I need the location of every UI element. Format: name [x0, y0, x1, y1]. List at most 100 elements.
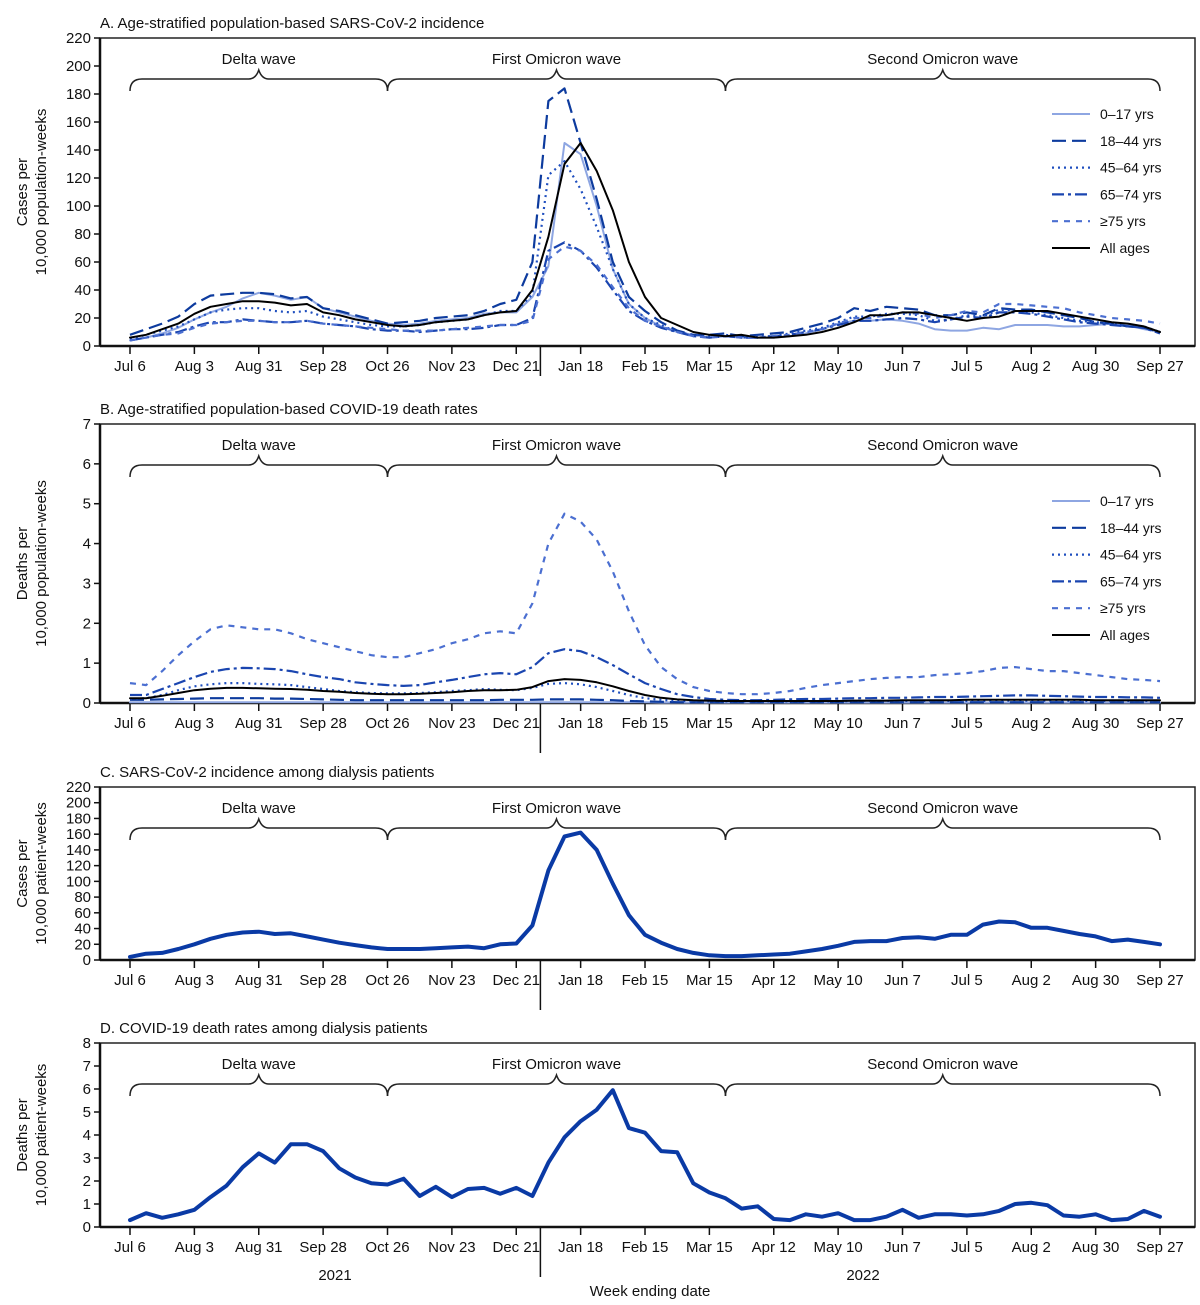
x-tick-label: Sep 27 [1136, 358, 1184, 375]
x-tick-label: Jul 6 [114, 972, 146, 989]
x-tick-label: Jul 5 [951, 972, 983, 989]
x-tick-label: Aug 3 [175, 972, 214, 989]
panel-title: C. SARS-CoV-2 incidence among dialysis p… [100, 764, 434, 781]
series-line-45-64-yrs [129, 681, 1160, 703]
legend-label: All ages [1100, 627, 1150, 643]
wave-label: First Omicron wave [492, 800, 621, 817]
x-tick-label: Sep 28 [299, 972, 347, 989]
x-tick-label: Aug 30 [1072, 1239, 1120, 1256]
y-tick-label: 100 [66, 198, 91, 215]
wave-bracket [386, 67, 727, 92]
x-tick-label: Aug 30 [1072, 358, 1120, 375]
x-tick-label: May 10 [814, 972, 863, 989]
y-tick-label: 20 [74, 936, 91, 953]
y-tick-label: 100 [66, 873, 91, 890]
x-tick-label: Nov 23 [428, 358, 476, 375]
x-tick-label: Oct 26 [365, 1239, 409, 1256]
series-line [128, 830, 1162, 959]
x-tick-label: Nov 23 [428, 715, 476, 732]
x-tick-label: Jan 18 [558, 1239, 603, 1256]
x-tick-label: Jul 5 [951, 1239, 983, 1256]
y-axis-label: 10,000 patient-weeks [33, 802, 50, 945]
x-tick-label: Sep 28 [299, 358, 347, 375]
x-tick-label: Aug 30 [1072, 715, 1120, 732]
legend-label: 45–64 yrs [1100, 547, 1161, 563]
y-tick-label: 60 [74, 905, 91, 922]
x-tick-label: Aug 2 [1012, 972, 1051, 989]
legend-label: 18–44 yrs [1100, 520, 1161, 536]
x-tick-label: Mar 15 [686, 1239, 733, 1256]
series-line--75-yrs [129, 512, 1161, 696]
series-line-18-44-yrs [129, 87, 1161, 338]
panel-title: D. COVID-19 death rates among dialysis p… [100, 1020, 428, 1037]
legend-label: 0–17 yrs [1100, 106, 1154, 122]
x-tick-label: Dec 21 [492, 358, 540, 375]
wave-bracket [129, 453, 389, 478]
x-tick-label: Jul 6 [114, 358, 146, 375]
y-tick-label: 160 [66, 114, 91, 131]
y-tick-label: 60 [74, 254, 91, 271]
y-tick-label: 80 [74, 226, 91, 243]
y-tick-label: 5 [83, 1104, 91, 1121]
x-tick-label: Nov 23 [428, 972, 476, 989]
x-tick-label: Sep 28 [299, 715, 347, 732]
series-line-all-ages [129, 142, 1161, 339]
panel-a: A. Age-stratified population-based SARS-… [14, 15, 1196, 376]
y-tick-label: 1 [83, 655, 91, 672]
x-tick-label: Aug 2 [1012, 358, 1051, 375]
y-tick-label: 40 [74, 921, 91, 938]
wave-bracket [386, 1072, 727, 1097]
x-tick-label: Apr 12 [752, 1239, 796, 1256]
y-axis-label: 10,000 patient-weeks [33, 1064, 50, 1207]
legend-label: 45–64 yrs [1100, 160, 1161, 176]
y-tick-label: 20 [74, 310, 91, 327]
panel-d: D. COVID-19 death rates among dialysis p… [14, 1020, 1196, 1277]
x-tick-label: Aug 3 [175, 358, 214, 375]
series-line-18-44-yrs [130, 697, 1160, 704]
legend-label: All ages [1100, 240, 1150, 256]
wave-label: Delta wave [222, 51, 296, 68]
y-tick-label: 2 [83, 615, 91, 632]
x-tick-label: Sep 27 [1136, 1239, 1184, 1256]
x-tick-label: Mar 15 [686, 715, 733, 732]
y-tick-label: 7 [83, 416, 91, 433]
y-tick-label: 200 [66, 58, 91, 75]
x-tick-label: May 10 [814, 715, 863, 732]
x-tick-label: Jun 7 [884, 358, 921, 375]
wave-bracket [386, 453, 727, 478]
y-tick-label: 140 [66, 842, 91, 859]
wave-label: Second Omicron wave [867, 800, 1018, 817]
wave-bracket [129, 67, 389, 92]
y-tick-label: 180 [66, 810, 91, 827]
x-tick-label: Aug 2 [1012, 1239, 1051, 1256]
plot-frame [99, 423, 1196, 704]
wave-bracket [724, 816, 1161, 841]
x-tick-label: Feb 15 [622, 972, 669, 989]
x-tick-label: Aug 31 [235, 1239, 283, 1256]
y-tick-label: 2 [83, 1173, 91, 1190]
legend-label: 0–17 yrs [1100, 493, 1154, 509]
x-tick-label: Aug 3 [175, 1239, 214, 1256]
y-tick-label: 120 [66, 170, 91, 187]
wave-label: First Omicron wave [492, 51, 621, 68]
y-tick-label: 6 [83, 456, 91, 473]
x-tick-label: Jun 7 [884, 972, 921, 989]
wave-label: Second Omicron wave [867, 437, 1018, 454]
x-axis-label: Week ending date [590, 1283, 711, 1300]
wave-label: Second Omicron wave [867, 51, 1018, 68]
x-tick-label: Aug 31 [235, 715, 283, 732]
wave-bracket [386, 816, 727, 841]
y-tick-label: 140 [66, 142, 91, 159]
y-axis-label: 10,000 population-weeks [33, 109, 50, 276]
y-tick-label: 0 [83, 1219, 91, 1236]
x-tick-label: Feb 15 [622, 715, 669, 732]
legend-label: 18–44 yrs [1100, 133, 1161, 149]
wave-label: First Omicron wave [492, 1056, 621, 1073]
x-tick-label: Mar 15 [686, 972, 733, 989]
x-tick-label: May 10 [814, 358, 863, 375]
y-tick-label: 5 [83, 496, 91, 513]
x-tick-label: Apr 12 [752, 972, 796, 989]
series-line-65-74-yrs [130, 648, 1161, 702]
x-tick-label: Jun 7 [884, 1239, 921, 1256]
y-tick-label: 8 [83, 1035, 91, 1052]
